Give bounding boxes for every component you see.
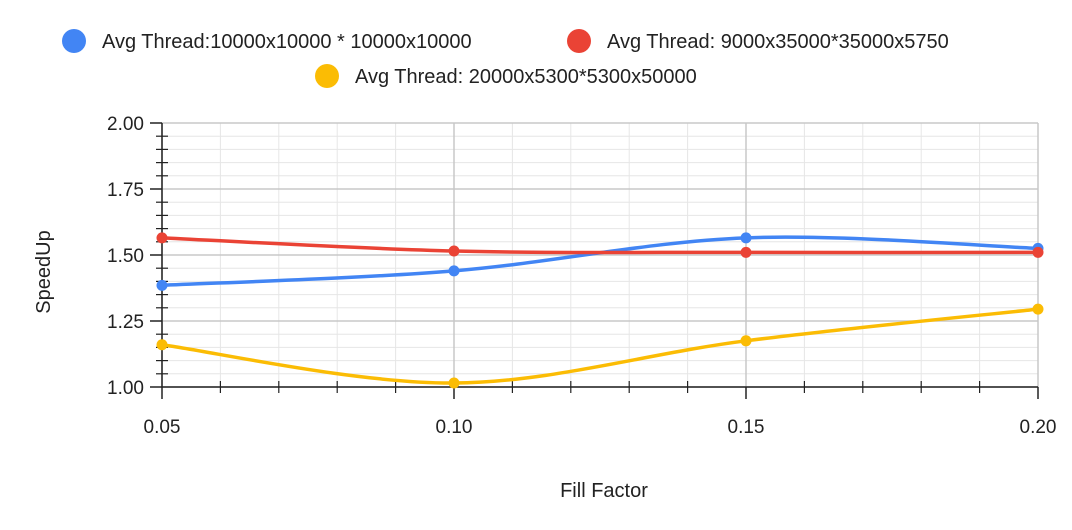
data-point bbox=[156, 339, 168, 351]
data-point bbox=[740, 246, 752, 258]
x-axis-title: Fill Factor bbox=[560, 480, 648, 502]
legend-marker-1 bbox=[62, 29, 86, 53]
y-axis-title: SpeedUp bbox=[33, 230, 55, 313]
series-lines bbox=[156, 232, 1044, 389]
legend-label-3: Avg Thread: 20000x5300*5300x50000 bbox=[355, 66, 697, 88]
x-tick-label: 0.10 bbox=[436, 417, 473, 438]
data-point bbox=[448, 245, 460, 257]
y-tick-label: 2.00 bbox=[107, 114, 144, 135]
y-tick-label: 1.00 bbox=[107, 378, 144, 399]
series-line-2 bbox=[160, 236, 1040, 255]
data-point bbox=[448, 377, 460, 389]
y-tick-label: 1.75 bbox=[107, 180, 144, 201]
grid bbox=[161, 122, 1039, 388]
data-point bbox=[156, 232, 168, 244]
legend-label-1: Avg Thread:10000x10000 * 10000x10000 bbox=[102, 31, 472, 53]
x-tick-label: 0.20 bbox=[1020, 417, 1057, 438]
legend: Avg Thread:10000x10000 * 10000x10000 Avg … bbox=[62, 29, 949, 88]
y-tick-label: 1.50 bbox=[107, 246, 144, 267]
y-tick-label: 1.25 bbox=[107, 312, 144, 333]
legend-marker-2 bbox=[567, 29, 591, 53]
x-tick-label: 0.15 bbox=[728, 417, 765, 438]
data-point bbox=[740, 335, 752, 347]
legend-marker-3 bbox=[315, 64, 339, 88]
data-point bbox=[1032, 246, 1044, 258]
data-point bbox=[156, 279, 168, 291]
data-point bbox=[1032, 303, 1044, 315]
data-point bbox=[740, 232, 752, 244]
x-tick-label: 0.05 bbox=[144, 417, 181, 438]
data-point bbox=[448, 265, 460, 277]
legend-label-2: Avg Thread: 9000x35000*35000x5750 bbox=[607, 31, 949, 53]
series-line-3 bbox=[160, 307, 1040, 385]
